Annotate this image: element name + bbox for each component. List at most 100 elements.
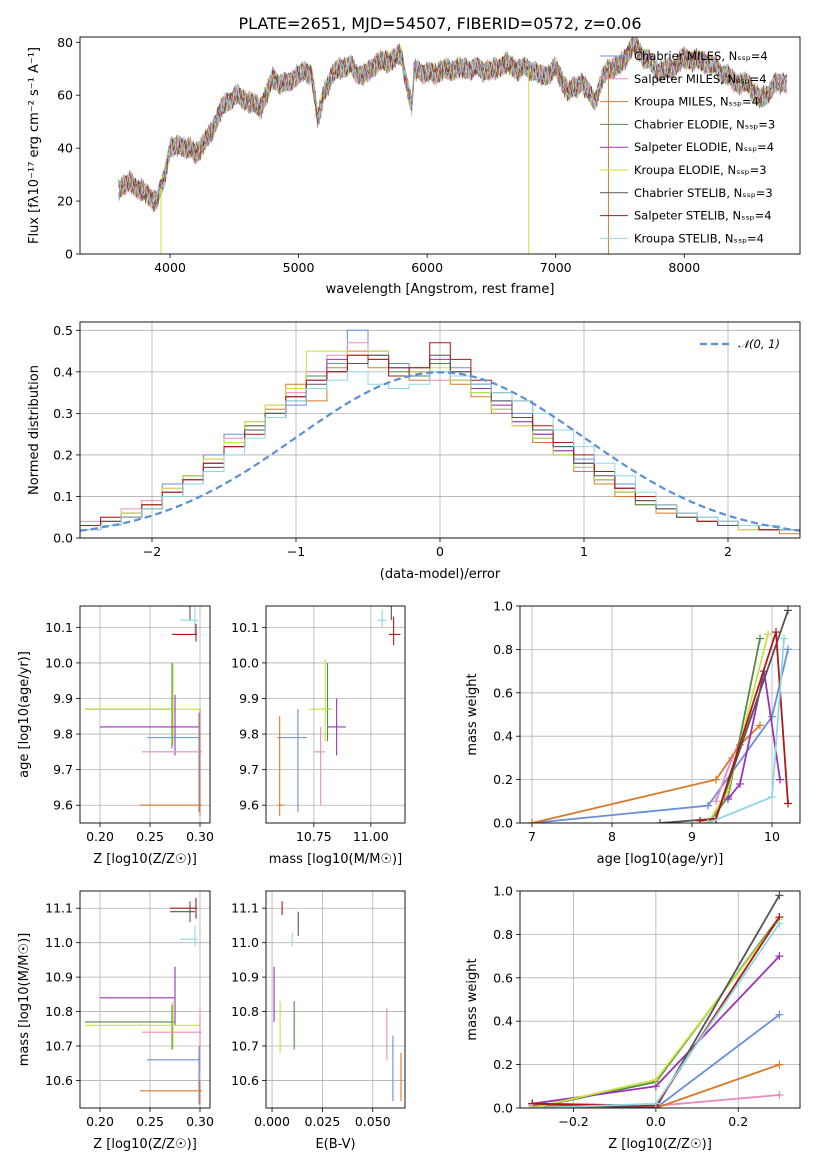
- y-tick-label: 0.4: [493, 1014, 513, 1029]
- x-tick-label: 0.025: [305, 1114, 341, 1129]
- legend-label-kroupa_stelib: Kroupa STELIB, Nₛₛₚ=4: [634, 231, 764, 245]
- legend-label-kroupa_elodie: Kroupa ELODIE, Nₛₛₚ=3: [634, 163, 767, 177]
- y-tick-label: 0: [65, 247, 73, 262]
- x-tick-label: 0.2: [728, 1114, 748, 1129]
- weight-marker-kroupa_stelib: [528, 1104, 537, 1108]
- weight-marker-chabrier_stelib: [775, 891, 784, 900]
- plot-area: [118, 37, 787, 254]
- y-axis-label: age [log10(age/yr)]: [17, 651, 32, 778]
- x-tick-label: 6000: [411, 260, 443, 275]
- x-tick-label: 8: [608, 829, 616, 844]
- weight-marker-kroupa_elodie: [651, 1075, 660, 1084]
- y-tick-label: 10.6: [231, 1073, 259, 1088]
- x-axis-label: (data-model)/error: [380, 567, 501, 582]
- y-tick-label: 9.7: [53, 762, 73, 777]
- y-tick-label: 0.0: [493, 1101, 513, 1116]
- y-tick-label: 9.7: [239, 762, 259, 777]
- y-tick-label: 0.8: [493, 927, 513, 942]
- y-tick-label: 10.9: [45, 970, 73, 985]
- y-tick-label: 0.4: [493, 729, 513, 744]
- plot-area: [273, 901, 402, 1102]
- x-tick-label: −2: [143, 544, 161, 559]
- axes-frame: [265, 890, 406, 1109]
- weight-line-kroupa_elodie: [707, 633, 769, 823]
- y-tick-label: 0.0: [53, 531, 73, 546]
- y-tick-label: 40: [57, 141, 73, 156]
- x-tick-label: 0.20: [86, 1114, 114, 1129]
- x-axis-label: Z [log10(Z/Z☉)]: [608, 1137, 712, 1152]
- weight-marker-salpeter_miles: [775, 1090, 784, 1099]
- weight-marker-kroupa_miles: [528, 819, 536, 823]
- legend-label-chabrier_elodie: Chabrier ELODIE, Nₛₛₚ=3: [634, 117, 775, 131]
- x-axis-label: wavelength [Angstrom, rest frame]: [326, 282, 555, 297]
- x-tick-label: 7000: [540, 260, 572, 275]
- x-tick-label: 1: [580, 544, 588, 559]
- axes-frame: [79, 890, 211, 1109]
- x-tick-label: 10.75: [296, 829, 332, 844]
- y-axis-label: mass weight: [465, 673, 480, 755]
- y-tick-label: 60: [57, 88, 73, 103]
- weight-marker-kroupa_stelib: [780, 634, 788, 643]
- axes-frame: [265, 605, 406, 824]
- y-tick-label: 0.1: [53, 489, 73, 504]
- legend-label-chabrier_miles: Chabrier MILES, Nₛₛₚ=4: [634, 49, 768, 63]
- y-tick-label: 10.9: [231, 970, 259, 985]
- weight-marker-kroupa_stelib: [775, 919, 784, 928]
- x-tick-label: −0.2: [558, 1114, 588, 1129]
- figure-title: PLATE=2651, MJD=54507, FIBERID=0572, z=0…: [238, 14, 641, 33]
- y-tick-label: 11.1: [45, 901, 73, 916]
- x-tick-label: 4000: [154, 260, 186, 275]
- x-tick-label: 0.0: [646, 1114, 666, 1129]
- weight-marker-chabrier_stelib: [784, 606, 792, 615]
- y-tick-label: 9.9: [53, 691, 73, 706]
- y-tick-label: 10.1: [45, 620, 73, 635]
- x-tick-label: 0.20: [86, 829, 114, 844]
- y-tick-label: 0.5: [53, 323, 73, 338]
- x-tick-label: 0.30: [186, 829, 214, 844]
- plot-area: [528, 891, 784, 1108]
- y-tick-label: 1.0: [493, 884, 513, 899]
- x-tick-label: 7: [528, 829, 536, 844]
- y-tick-label: 9.8: [53, 727, 73, 742]
- plot-area: [85, 897, 202, 1105]
- y-tick-label: 10.7: [231, 1039, 259, 1054]
- plot-area: [277, 606, 401, 816]
- y-tick-label: 0.8: [493, 642, 513, 657]
- legend-label-salpeter_elodie: Salpeter ELODIE, Nₛₛₚ=4: [634, 140, 774, 154]
- weight-marker-salpeter_elodie: [776, 775, 784, 784]
- weight-marker-kroupa_stelib: [651, 1099, 660, 1108]
- y-axis-label: mass [log10(M/M☉)]: [17, 933, 32, 1066]
- x-tick-label: 5000: [283, 260, 315, 275]
- x-tick-label: 8000: [668, 260, 700, 275]
- y-tick-label: 10.6: [45, 1073, 73, 1088]
- legend-label-salpeter_stelib: Salpeter STELIB, Nₛₛₚ=4: [634, 209, 772, 223]
- legend-gaussian-label: 𝒩(0, 1): [738, 337, 780, 351]
- x-tick-label: 0.30: [186, 1114, 214, 1129]
- y-tick-label: 80: [57, 35, 73, 50]
- weight-marker-kroupa_miles: [775, 1060, 784, 1069]
- weight-marker-salpeter_elodie: [775, 952, 784, 961]
- y-tick-label: 0.2: [493, 1057, 513, 1072]
- y-axis-label: mass weight: [465, 958, 480, 1040]
- weight-marker-kroupa_elodie: [764, 630, 772, 639]
- y-tick-label: 9.6: [239, 798, 259, 813]
- y-tick-label: 10.1: [231, 620, 259, 635]
- weight-marker-salpeter_stelib: [772, 628, 780, 637]
- weight-marker-salpeter_miles: [712, 797, 720, 806]
- x-tick-label: 2: [724, 544, 732, 559]
- axes-frame: [79, 36, 801, 255]
- x-tick-label: 0: [436, 544, 444, 559]
- y-tick-label: 11.0: [231, 935, 259, 950]
- axes-frame: [79, 605, 211, 824]
- x-tick-label: 0.050: [355, 1114, 391, 1129]
- weight-marker-kroupa_miles: [756, 721, 764, 730]
- x-axis-label: E(B-V): [315, 1137, 355, 1152]
- x-axis-label: Z [log10(Z/Z☉)]: [93, 1137, 197, 1152]
- x-tick-label: 0.000: [254, 1114, 290, 1129]
- weight-marker-kroupa_miles: [712, 775, 720, 784]
- y-tick-label: 1.0: [493, 599, 513, 614]
- weight-marker-chabrier_miles: [784, 645, 792, 654]
- y-tick-label: 10.8: [231, 1004, 259, 1019]
- y-tick-label: 0.2: [493, 772, 513, 787]
- y-tick-label: 0.6: [493, 685, 513, 700]
